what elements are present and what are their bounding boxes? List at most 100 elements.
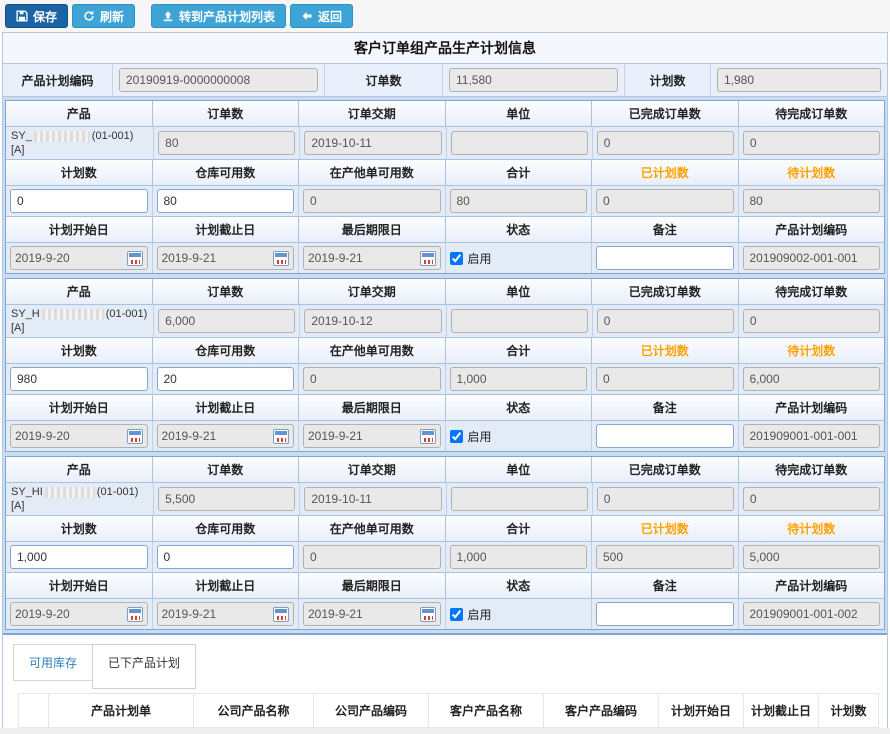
deadline-date-picker[interactable]: 2019-9-21 xyxy=(303,246,441,270)
label-completed: 已完成订单数 xyxy=(592,457,739,483)
label-pending: 待完成订单数 xyxy=(738,279,884,305)
order-qty-value xyxy=(158,487,296,511)
calendar-icon[interactable] xyxy=(126,428,143,444)
refresh-label: 刷新 xyxy=(100,9,125,24)
total-value xyxy=(449,189,587,213)
order-qty-value xyxy=(158,131,296,155)
to-plan-value xyxy=(742,545,880,569)
label-remark: 备注 xyxy=(592,573,739,599)
warehouse-field[interactable] xyxy=(156,545,294,569)
label-remark: 备注 xyxy=(592,395,739,421)
other-order-value xyxy=(303,367,441,391)
pending-value xyxy=(742,309,881,333)
calendar-icon[interactable] xyxy=(273,250,289,266)
plan-qty-input xyxy=(717,68,881,92)
label-deadline: 最后期限日 xyxy=(299,217,446,243)
enable-checkbox[interactable] xyxy=(449,607,463,621)
plan-qty-field[interactable] xyxy=(10,189,148,213)
warehouse-field[interactable] xyxy=(156,189,294,213)
col-customer-product-code: 客户产品编码 xyxy=(543,693,659,728)
goto-plan-list-label: 转到产品计划列表 xyxy=(179,9,276,24)
table-row[interactable]: 1 201909001-001-001 SY_ SY_ 01-001 A01-0… xyxy=(18,727,879,728)
refresh-button[interactable]: 刷新 xyxy=(72,4,136,28)
label-other-order: 在产他单可用数 xyxy=(299,338,446,364)
col-plan-end: 计划截止日 xyxy=(743,693,819,728)
end-date-picker[interactable]: 2019-9-21 xyxy=(156,424,294,448)
plan-qty-field[interactable] xyxy=(10,367,148,391)
order-qty-label: 订单数 xyxy=(325,64,443,96)
end-date-picker[interactable]: 2019-9-21 xyxy=(156,602,294,626)
unit-value xyxy=(450,487,588,511)
calendar-icon[interactable] xyxy=(419,250,436,266)
product-name: SY_HI (01-001) [A] xyxy=(6,483,155,516)
total-value xyxy=(449,367,587,391)
tab-placed-product-plans[interactable]: 已下产品计划 xyxy=(92,644,197,689)
unit-value xyxy=(450,131,588,155)
tab-available-stock[interactable]: 可用库存 xyxy=(13,644,94,681)
cell-plan-qty: 500 xyxy=(818,727,879,728)
to-plan-value xyxy=(742,367,880,391)
label-warehouse: 仓库可用数 xyxy=(152,160,299,186)
label-to-plan: 待计划数 xyxy=(738,516,884,542)
product-plan-block-2: 产品 订单数 订单交期 单位 已完成订单数 待完成订单数 SY_H (01-001… xyxy=(5,278,885,452)
calendar-icon[interactable] xyxy=(273,606,289,622)
back-button[interactable]: 返回 xyxy=(290,4,354,28)
warehouse-field[interactable] xyxy=(156,367,294,391)
order-due-value xyxy=(304,131,442,155)
redacted-text xyxy=(33,130,90,142)
label-deadline: 最后期限日 xyxy=(299,395,446,421)
label-remark: 备注 xyxy=(592,217,739,243)
label-status: 状态 xyxy=(445,573,592,599)
end-date-picker[interactable]: 2019-9-21 xyxy=(156,246,294,270)
enable-label: 启用 xyxy=(467,251,492,266)
cell-index: 1 xyxy=(18,727,49,728)
label-status: 状态 xyxy=(445,395,592,421)
deadline-date-picker[interactable]: 2019-9-21 xyxy=(303,602,441,626)
remark-field[interactable] xyxy=(596,602,734,626)
enable-checkbox[interactable] xyxy=(449,429,463,443)
remark-field[interactable] xyxy=(596,246,734,270)
cell-company-product-code: SY_ xyxy=(313,727,429,728)
main-panel: 客户订单组产品生产计划信息 产品计划编码 订单数 计划数 产品 订单数 订单交期… xyxy=(2,32,888,728)
col-customer-product-name: 客户产品名称 xyxy=(428,693,544,728)
label-other-order: 在产他单可用数 xyxy=(299,516,446,542)
label-total: 合计 xyxy=(445,516,592,542)
calendar-icon[interactable] xyxy=(419,428,436,444)
calendar-icon[interactable] xyxy=(126,250,143,266)
calendar-icon[interactable] xyxy=(273,428,289,444)
placed-plans-table: 产品计划单 公司产品名称 公司产品编码 客户产品名称 客户产品编码 计划开始日 … xyxy=(18,693,879,728)
deadline-date-picker[interactable]: 2019-9-21 xyxy=(303,424,441,448)
enable-checkbox[interactable] xyxy=(449,251,463,265)
to-plan-value xyxy=(742,189,880,213)
plan-code-input xyxy=(119,68,318,92)
enable-label: 启用 xyxy=(467,429,492,444)
label-plan-code: 产品计划编码 xyxy=(738,395,884,421)
completed-value xyxy=(596,131,734,155)
col-plan-qty: 计划数 xyxy=(818,693,879,728)
start-date-picker[interactable]: 2019-9-20 xyxy=(10,424,148,448)
product-plan-block-3: 产品 订单数 订单交期 单位 已完成订单数 待完成订单数 SY_HI (01-00… xyxy=(5,456,885,630)
label-order-due: 订单交期 xyxy=(299,279,446,305)
plan-qty-field[interactable] xyxy=(10,545,148,569)
label-end-date: 计划截止日 xyxy=(152,217,299,243)
col-plan-start: 计划开始日 xyxy=(658,693,744,728)
label-order-qty: 订单数 xyxy=(152,457,299,483)
label-deadline: 最后期限日 xyxy=(299,573,446,599)
cell-plan-start: 2019-09-19 xyxy=(658,727,744,728)
col-company-product-name: 公司产品名称 xyxy=(193,693,314,728)
label-pending: 待完成订单数 xyxy=(738,101,884,127)
label-end-date: 计划截止日 xyxy=(152,395,299,421)
calendar-icon[interactable] xyxy=(419,606,436,622)
plan-qty-label: 计划数 xyxy=(625,64,711,96)
start-date-picker[interactable]: 2019-9-20 xyxy=(10,246,148,270)
enable-label: 启用 xyxy=(467,607,492,622)
label-order-qty: 订单数 xyxy=(152,279,299,305)
product-blocks: 产品 订单数 订单交期 单位 已完成订单数 待完成订单数 SY_ (01-001)… xyxy=(3,97,887,635)
calendar-icon[interactable] xyxy=(126,606,143,622)
plan-code-value xyxy=(742,602,880,626)
remark-field[interactable] xyxy=(596,424,734,448)
save-button[interactable]: 保存 xyxy=(5,4,69,28)
start-date-picker[interactable]: 2019-9-20 xyxy=(10,602,148,626)
goto-plan-list-button[interactable]: 转到产品计划列表 xyxy=(151,4,287,28)
